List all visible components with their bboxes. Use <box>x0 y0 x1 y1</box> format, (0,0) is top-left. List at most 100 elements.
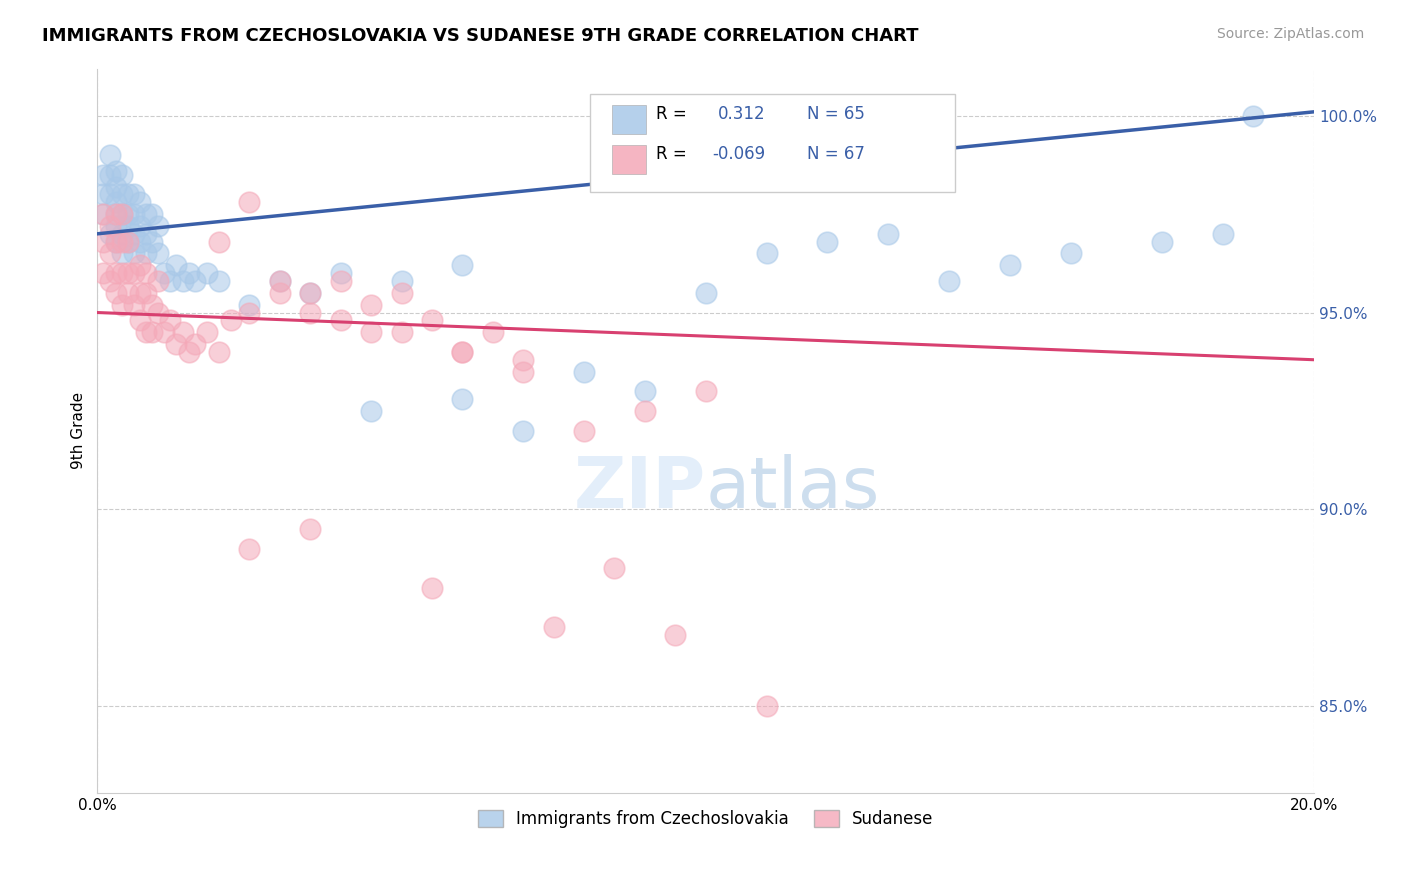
Point <box>93 235 115 249</box>
FancyBboxPatch shape <box>591 94 955 192</box>
Point <box>451 258 474 272</box>
Point <box>104 164 127 178</box>
Point <box>135 246 157 260</box>
Point <box>634 384 657 399</box>
Point <box>135 325 157 339</box>
Point <box>299 522 322 536</box>
Point <box>329 266 352 280</box>
Point <box>420 313 443 327</box>
Point <box>195 325 218 339</box>
Point <box>695 285 717 300</box>
Point <box>269 274 291 288</box>
Point <box>391 274 413 288</box>
Point <box>299 305 322 319</box>
Point <box>135 266 157 280</box>
Point <box>117 235 139 249</box>
Point <box>165 258 187 272</box>
Point <box>122 266 145 280</box>
Point <box>111 168 134 182</box>
Point <box>141 235 163 249</box>
Point <box>451 344 474 359</box>
Text: N = 65: N = 65 <box>807 105 865 123</box>
Point <box>360 404 382 418</box>
Point <box>208 274 231 288</box>
Point <box>148 246 170 260</box>
Bar <box>612 104 647 134</box>
Point <box>329 274 352 288</box>
Point <box>153 325 176 339</box>
Point <box>512 352 534 367</box>
Point <box>93 266 115 280</box>
Point <box>98 187 121 202</box>
Point <box>117 235 139 249</box>
Point <box>208 235 231 249</box>
Point <box>129 195 152 210</box>
Point <box>117 187 139 202</box>
Point <box>329 313 352 327</box>
Point <box>177 344 200 359</box>
Point <box>111 246 134 260</box>
Point <box>111 235 134 249</box>
Point <box>104 219 127 233</box>
Point <box>815 235 838 249</box>
Point <box>299 285 322 300</box>
Point <box>451 344 474 359</box>
Point <box>299 285 322 300</box>
Point <box>148 219 170 233</box>
Text: ZIP: ZIP <box>574 454 706 523</box>
Bar <box>612 145 647 174</box>
Point <box>159 274 181 288</box>
Point <box>238 305 260 319</box>
Point <box>1060 246 1083 260</box>
Point <box>148 305 170 319</box>
Point <box>111 207 134 221</box>
Point <box>98 148 121 162</box>
Point <box>183 274 205 288</box>
Text: atlas: atlas <box>706 454 880 523</box>
Point <box>165 337 187 351</box>
Point <box>111 298 134 312</box>
Point <box>877 227 900 241</box>
Point <box>111 187 134 202</box>
Point <box>98 274 121 288</box>
Point <box>172 325 194 339</box>
Point <box>141 207 163 221</box>
Point <box>391 285 413 300</box>
Text: N = 67: N = 67 <box>807 145 865 163</box>
Point <box>938 274 960 288</box>
Point <box>634 404 657 418</box>
Point <box>238 541 260 556</box>
Point <box>122 298 145 312</box>
Text: Source: ZipAtlas.com: Source: ZipAtlas.com <box>1216 27 1364 41</box>
Point <box>148 274 170 288</box>
Point <box>391 325 413 339</box>
Point <box>1241 109 1264 123</box>
Point <box>104 266 127 280</box>
Point <box>129 258 152 272</box>
Point <box>219 313 242 327</box>
Point <box>135 207 157 221</box>
Point <box>183 337 205 351</box>
Point <box>512 424 534 438</box>
Y-axis label: 9th Grade: 9th Grade <box>72 392 86 469</box>
Point <box>93 207 115 221</box>
Point <box>122 227 145 241</box>
Point <box>420 581 443 595</box>
Point <box>755 699 778 714</box>
Point <box>269 274 291 288</box>
Point <box>195 266 218 280</box>
Text: R =: R = <box>655 105 686 123</box>
Point <box>543 620 565 634</box>
Point <box>572 365 595 379</box>
Point <box>1150 235 1173 249</box>
Point <box>451 392 474 406</box>
Point <box>135 227 157 241</box>
Point <box>104 285 127 300</box>
Point <box>129 235 152 249</box>
Point <box>141 298 163 312</box>
Point <box>135 285 157 300</box>
Point <box>159 313 181 327</box>
Point <box>1212 227 1234 241</box>
Point <box>122 187 145 202</box>
Point <box>603 561 626 575</box>
